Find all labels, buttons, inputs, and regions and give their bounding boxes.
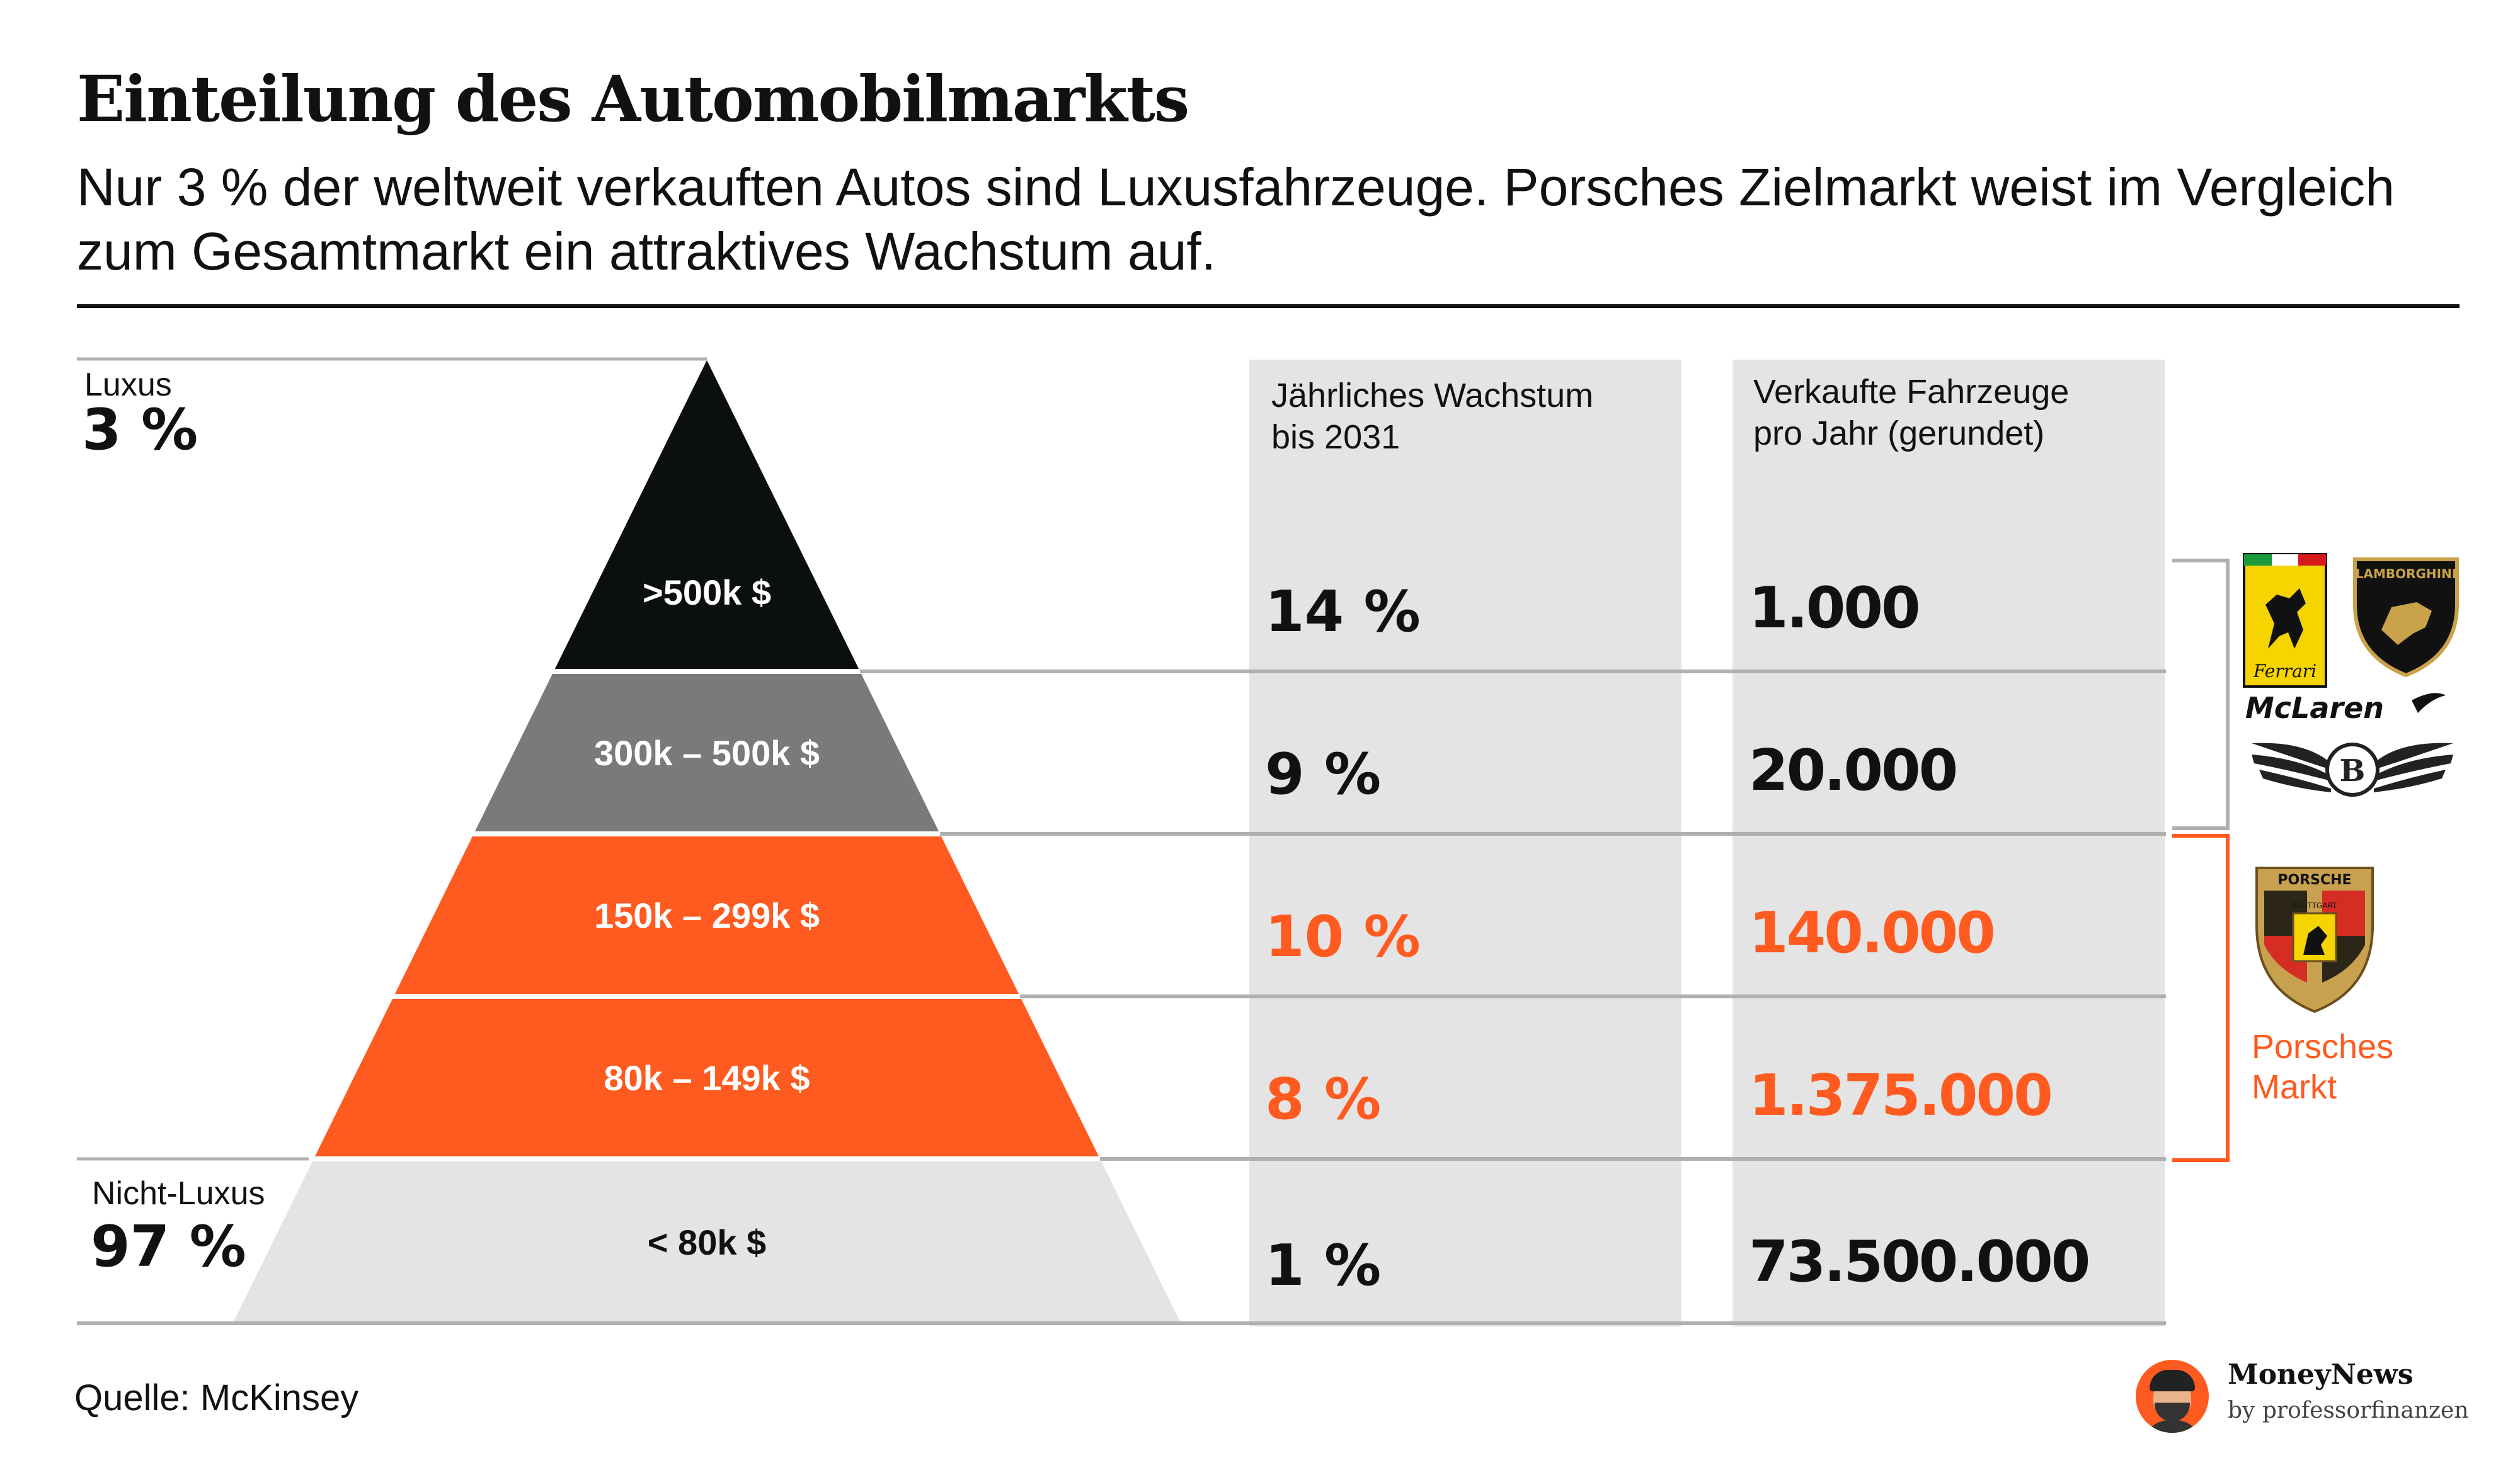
- brand-subline: by professorfinanzen: [2228, 1398, 2469, 1423]
- pyramid-segment-2: [474, 674, 939, 831]
- svg-text:LAMBORGHINI: LAMBORGHINI: [2356, 566, 2457, 581]
- segment-label-4: 80k – 149k $: [604, 1058, 810, 1098]
- baseline: [77, 1321, 2166, 1325]
- segment-label-5: < 80k $: [648, 1223, 766, 1262]
- pyramid-segment-1: [554, 360, 859, 669]
- nicht-luxus-share: 97 %: [91, 1214, 246, 1280]
- sold-value-4: 1.375.000: [1749, 1063, 2051, 1129]
- svg-text:Ferrari: Ferrari: [2253, 661, 2317, 681]
- sold-header-line2: pro Jahr (gerundet): [1753, 414, 2044, 452]
- brand-name: MoneyNews: [2228, 1359, 2414, 1391]
- growth-value-4: 8 %: [1265, 1066, 1381, 1132]
- porsche-market-line2: Markt: [2252, 1068, 2337, 1106]
- segment-label-3: 150k – 299k $: [594, 896, 820, 935]
- porsche-market-line1: Porsches: [2252, 1028, 2393, 1066]
- growth-value-2: 9 %: [1265, 741, 1381, 807]
- svg-text:STUTTGART: STUTTGART: [2293, 901, 2337, 910]
- growth-header-line2: bis 2031: [1271, 418, 1400, 456]
- luxury-bracket: [2172, 559, 2230, 830]
- growth-values: 14 % 9 % 10 % 8 % 1 %: [1265, 579, 1421, 1299]
- header-rule: [77, 304, 2460, 308]
- chart-title: Einteilung des Automobilmarkts: [77, 62, 1189, 136]
- brand-badge: MoneyNews by professorfinanzen: [2136, 1357, 2514, 1445]
- svg-text:McLaren: McLaren: [2245, 691, 2384, 725]
- growth-value-5: 1 %: [1265, 1233, 1381, 1299]
- luxus-share: 3 %: [82, 397, 198, 463]
- nicht-luxus-label: Nicht-Luxus: [92, 1175, 265, 1212]
- svg-text:PORSCHE: PORSCHE: [2277, 872, 2351, 888]
- row-lines: [860, 670, 2166, 1161]
- sold-value-5: 73.500.000: [1749, 1229, 2088, 1295]
- sold-values: 1.000 20.000 140.000 1.375.000 73.500.00…: [1749, 575, 2090, 1295]
- porsche-bracket: [2172, 834, 2230, 1162]
- segment-label-1: >500k $: [643, 573, 771, 612]
- lamborghini-logo: LAMBORGHINI: [2353, 557, 2459, 678]
- growth-column-bg: [1249, 360, 1681, 1326]
- avatar: [2136, 1360, 2209, 1433]
- sold-value-3: 140.000: [1749, 900, 1994, 966]
- sold-header-line1: Verkaufte Fahrzeuge: [1753, 373, 2069, 411]
- luxus-label: Luxus: [84, 367, 172, 403]
- chart-subtitle: Nur 3 % der weltweit verkauften Autos si…: [77, 157, 2395, 281]
- growth-header-line1: Jährliches Wachstum: [1271, 377, 1593, 414]
- source-note: Quelle: McKinsey: [74, 1377, 359, 1418]
- ferrari-logo: Ferrari: [2243, 553, 2327, 688]
- pyramid-segment-5: [233, 1161, 1181, 1323]
- segment-label-2: 300k – 500k $: [594, 733, 820, 773]
- pyramid-segment-3: [394, 836, 1019, 994]
- mclaren-logo: McLaren: [2245, 691, 2446, 725]
- svg-text:B: B: [2340, 753, 2366, 789]
- growth-value-1: 14 %: [1265, 579, 1421, 645]
- pyramid-segment-4: [314, 999, 1099, 1156]
- growth-value-3: 10 %: [1265, 904, 1421, 970]
- sold-value-1: 1.000: [1749, 575, 1919, 641]
- segment-labels: >500k $ 300k – 500k $ 150k – 299k $ 80k …: [594, 573, 820, 1262]
- sold-column-bg: [1732, 360, 2165, 1326]
- pyramid-segments: [233, 360, 1181, 1323]
- porsche-logo: PORSCHE STUTTGART: [2255, 867, 2374, 1013]
- sold-value-2: 20.000: [1749, 738, 1956, 804]
- bentley-logo: B: [2252, 743, 2453, 797]
